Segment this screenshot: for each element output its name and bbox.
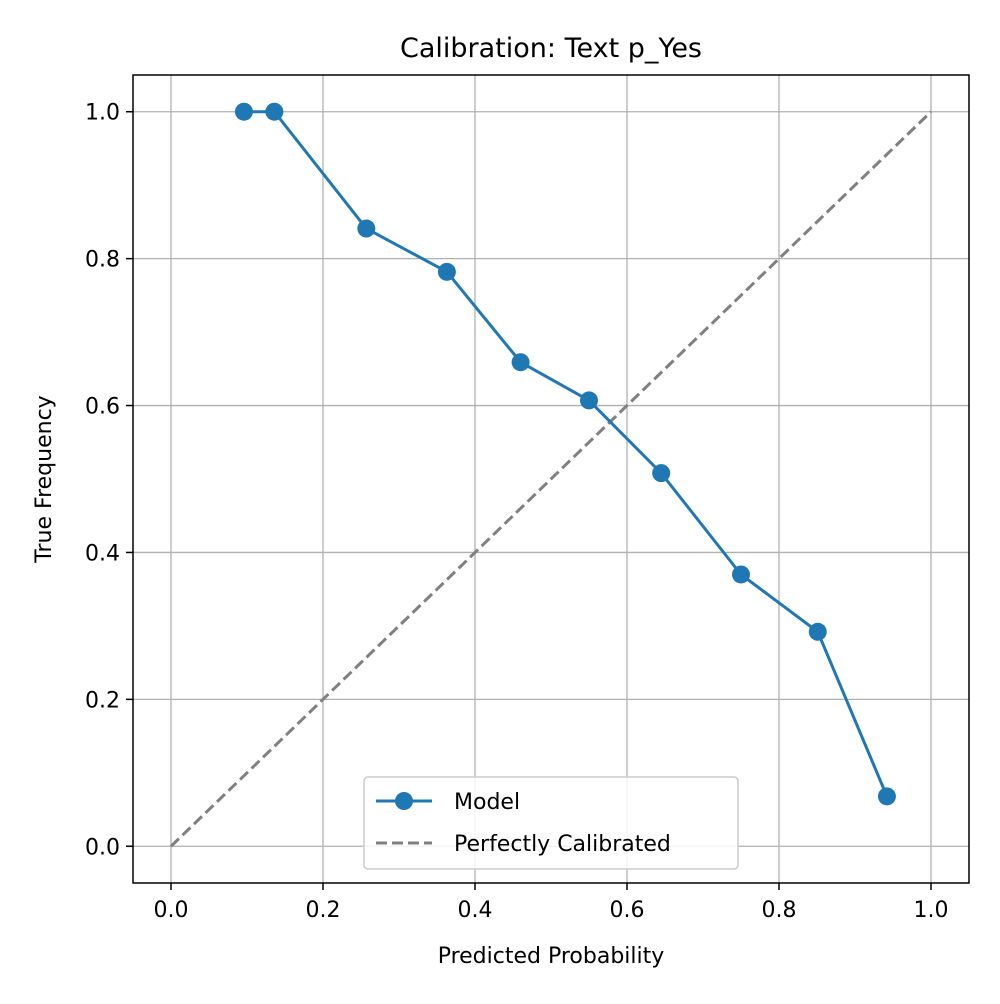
grid <box>133 75 969 883</box>
y-axis-label: True Frequency <box>32 395 57 563</box>
series-layer <box>169 102 933 848</box>
model-point <box>732 565 750 584</box>
model-point <box>877 787 896 806</box>
legend: Model Perfectly Calibrated <box>363 776 739 870</box>
model-point <box>580 391 598 410</box>
model-point <box>652 464 671 483</box>
x-tick-label: 0.4 <box>458 898 493 923</box>
model-point <box>357 219 376 238</box>
x-tick-label: 0.2 <box>306 898 341 923</box>
y-tick-label: 1.0 <box>85 101 120 126</box>
y-tick-label: 0.2 <box>85 688 120 713</box>
legend-perfect-label: Perfectly Calibrated <box>454 832 671 857</box>
model-point <box>808 622 827 641</box>
perfectly-calibrated-line <box>169 110 933 848</box>
axes-frame <box>132 74 970 884</box>
model-point <box>265 102 284 121</box>
model-point <box>234 102 253 121</box>
legend-model-label: Model <box>454 790 520 815</box>
y-tick-label: 0.4 <box>85 541 120 566</box>
y-tick-label: 0.8 <box>85 248 120 273</box>
y-tick-label: 0.6 <box>85 395 120 420</box>
x-tick-label: 0.8 <box>762 898 797 923</box>
y-tick-label: 0.0 <box>85 835 120 860</box>
model-line <box>243 110 889 797</box>
x-tick-label: 1.0 <box>914 898 949 923</box>
x-tick-label: 0.6 <box>610 898 645 923</box>
x-tick-label: 0.0 <box>154 898 189 923</box>
model-point <box>437 262 456 281</box>
model-point <box>511 353 530 372</box>
ticks: 0.0 0.2 0.4 0.6 0.8 1.0 0.0 0.2 0.4 0.6 0.8 1.0 <box>85 101 949 923</box>
x-axis-label: Predicted Probability <box>438 944 665 969</box>
legend-model-marker <box>395 792 413 810</box>
legend-box <box>363 776 739 870</box>
chart-title: Calibration: Text p_Yes <box>400 33 702 64</box>
